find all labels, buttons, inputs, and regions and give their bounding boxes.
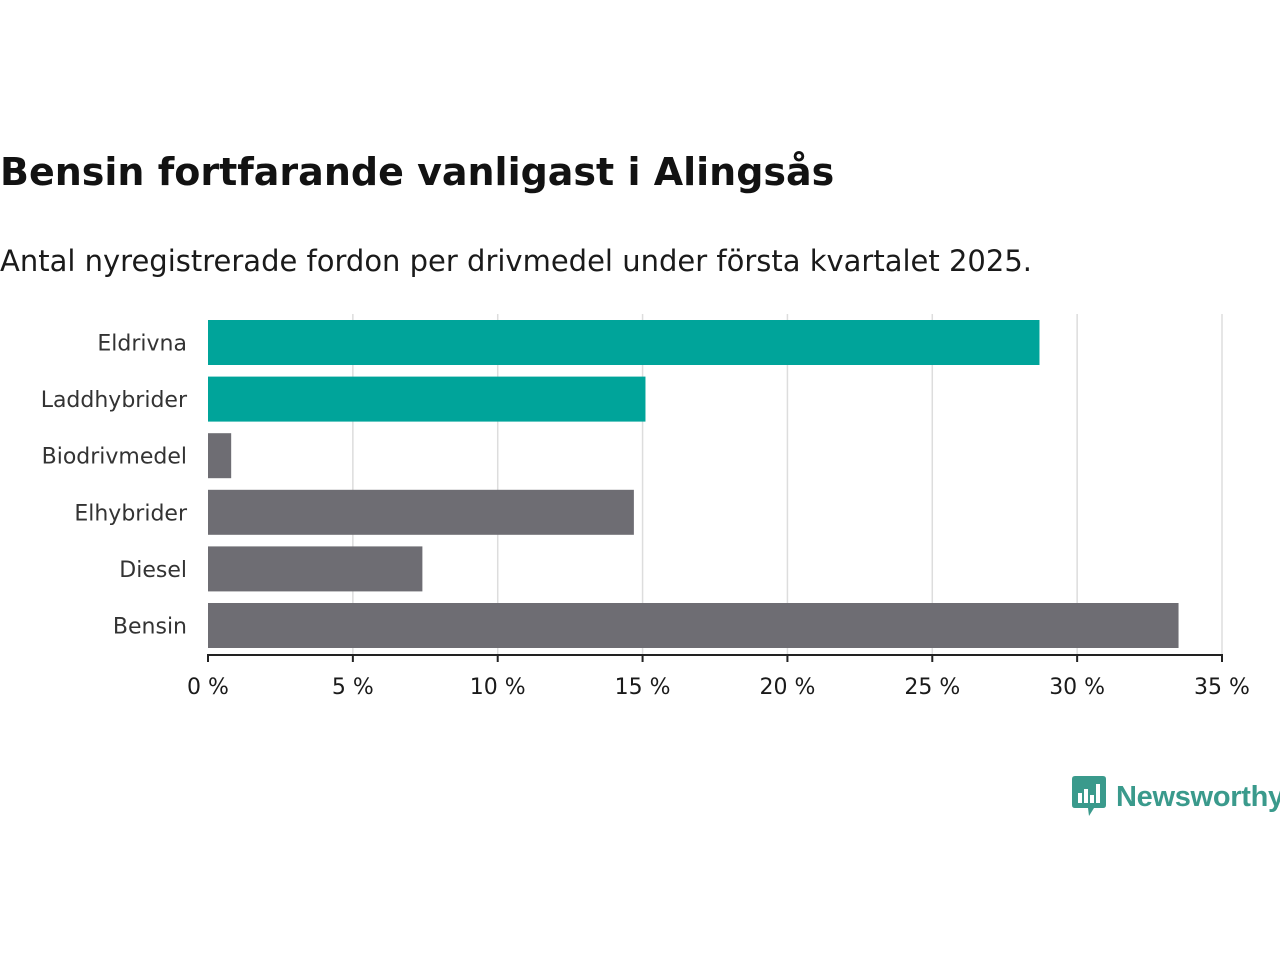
category-label: Eldrivna	[97, 332, 187, 357]
bars	[208, 320, 1179, 648]
x-tick-label: 0 %	[187, 675, 229, 700]
bar-bensin	[208, 603, 1179, 648]
x-tick-label: 10 %	[470, 675, 526, 700]
category-label: Diesel	[119, 558, 187, 583]
x-tick-label: 5 %	[332, 675, 374, 700]
x-tick-label: 25 %	[904, 675, 960, 700]
newsworthy-logo-icon	[1072, 776, 1106, 816]
bar-chart: Eldrivna Laddhybrider Biodrivmedel Elhybrid…	[41, 314, 1250, 700]
bar-eldrivna	[208, 320, 1040, 365]
x-tick-label: 15 %	[615, 675, 671, 700]
brand-name: Newsworthy	[1116, 780, 1280, 813]
bar-diesel	[208, 546, 423, 592]
category-label: Laddhybrider	[41, 388, 188, 413]
x-axis: 0 % 5 % 10 % 15 % 20 % 25 % 30 % 35 %	[187, 654, 1250, 700]
newsworthy-logo: Newsworthy	[1072, 776, 1280, 818]
x-tick-label: 20 %	[759, 675, 815, 700]
chart-subtitle: Antal nyregistrerade fordon per drivmede…	[0, 244, 1033, 278]
category-label: Bensin	[113, 615, 187, 640]
bar-elhybrider	[208, 489, 634, 535]
x-tick-label: 30 %	[1049, 675, 1105, 700]
category-labels: Eldrivna Laddhybrider Biodrivmedel Elhybrid…	[41, 332, 188, 640]
category-label: Elhybrider	[74, 501, 188, 526]
bar-biodrivmedel	[208, 433, 232, 479]
bar-laddhybrider	[208, 376, 646, 422]
gridlines	[352, 314, 1223, 654]
category-label: Biodrivmedel	[42, 445, 187, 470]
chart-title: Bensin fortfarande vanligast i Alingsås	[0, 150, 835, 194]
x-tick-label: 35 %	[1194, 675, 1250, 700]
